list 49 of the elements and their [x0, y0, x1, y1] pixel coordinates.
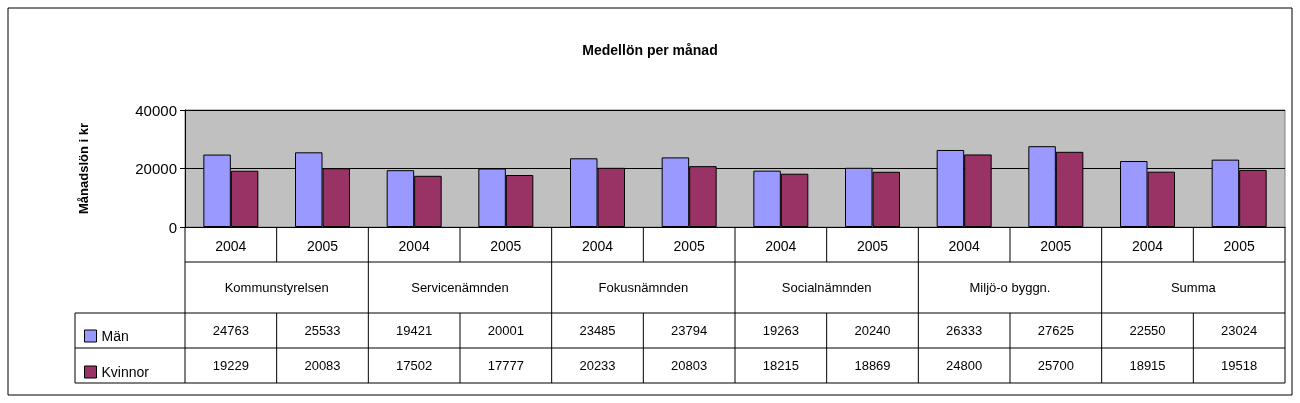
data-label: 23485: [579, 323, 616, 338]
x-tick-label: 2004: [1131, 238, 1164, 254]
x-tick-label: 2005: [1040, 238, 1072, 254]
data-label: 18215: [762, 358, 799, 373]
text: Servicenämnden: [411, 280, 509, 295]
data-label: 24800: [946, 358, 983, 373]
data-label: 22550: [1129, 323, 1166, 338]
data-label: 26333: [946, 323, 983, 338]
legend-label: Kvinnor: [101, 364, 150, 380]
data-label: 19263: [762, 323, 799, 338]
data-label: 23794: [671, 323, 708, 338]
x-tick-label: 2004: [215, 238, 247, 254]
x-tick-label: 2005: [490, 238, 522, 254]
data-label: 18915: [1129, 358, 1166, 373]
data-label: 18869: [854, 358, 891, 373]
data-label: 23024: [1221, 323, 1258, 338]
text: Socialnämnden: [781, 280, 872, 295]
text: Kommunstyrelsen: [224, 280, 329, 295]
data-label: 24763: [212, 323, 249, 338]
legend-label: Män: [101, 328, 129, 344]
data-label: 25533: [304, 323, 341, 338]
x-tick-label: 2005: [673, 238, 705, 254]
x-tick-label: 2004: [948, 238, 980, 254]
x-tick-label: 2004: [765, 238, 797, 254]
data-label: 20001: [487, 323, 524, 338]
data-label: 20083: [304, 358, 341, 373]
data-label: 20803: [671, 358, 708, 373]
x-tick-label: 2004: [398, 238, 430, 254]
x-tick-label: 2005: [1223, 238, 1255, 254]
x-tick-label: 2004: [581, 238, 614, 254]
text: Miljö-o byggn.: [969, 280, 1051, 295]
chart-title: Medellön per månad: [582, 42, 718, 58]
text: Fokusnämnden: [598, 280, 689, 295]
y-axis-title: Månadslön i kr: [76, 122, 91, 215]
data-label: 19229: [212, 358, 249, 373]
y-tick-label: 40000: [135, 101, 177, 119]
x-tick-label: 2005: [856, 238, 889, 254]
y-tick-label: 0: [168, 218, 177, 236]
data-label: 27625: [1037, 323, 1074, 338]
x-tick-label: 2005: [306, 238, 339, 254]
text: Summa: [1170, 280, 1217, 295]
data-label: 19518: [1221, 358, 1258, 373]
data-label: 20240: [854, 323, 891, 338]
data-label: 19421: [396, 323, 433, 338]
data-label: 20233: [579, 358, 616, 373]
data-label: 25700: [1037, 358, 1074, 373]
y-tick-label: 20000: [135, 160, 177, 177]
data-label: 17777: [487, 358, 524, 373]
data-label: 17502: [396, 358, 433, 373]
